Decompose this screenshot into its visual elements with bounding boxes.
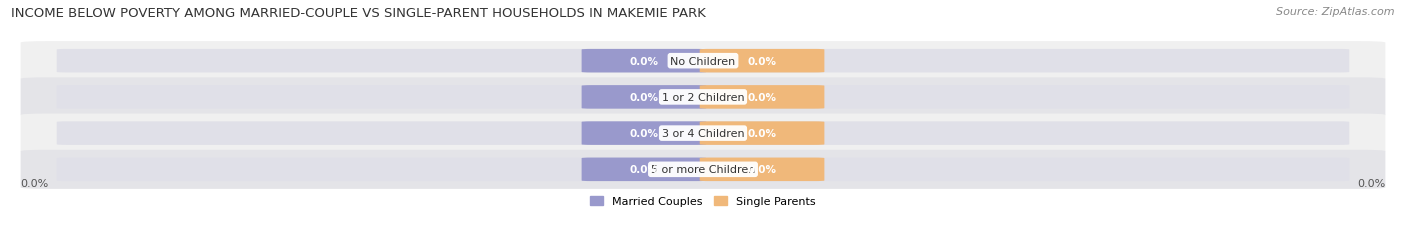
FancyBboxPatch shape: [700, 122, 1350, 145]
Text: 0.0%: 0.0%: [630, 128, 658, 139]
FancyBboxPatch shape: [56, 86, 706, 109]
FancyBboxPatch shape: [21, 150, 1385, 189]
Legend: Married Couples, Single Parents: Married Couples, Single Parents: [586, 191, 820, 210]
Text: 3 or 4 Children: 3 or 4 Children: [662, 128, 744, 139]
FancyBboxPatch shape: [700, 86, 824, 109]
Text: 0.0%: 0.0%: [21, 178, 49, 188]
FancyBboxPatch shape: [21, 114, 1385, 153]
Text: 0.0%: 0.0%: [748, 56, 776, 66]
FancyBboxPatch shape: [700, 158, 1350, 181]
FancyBboxPatch shape: [700, 86, 1350, 109]
Text: INCOME BELOW POVERTY AMONG MARRIED-COUPLE VS SINGLE-PARENT HOUSEHOLDS IN MAKEMIE: INCOME BELOW POVERTY AMONG MARRIED-COUPL…: [11, 7, 706, 20]
Text: 5 or more Children: 5 or more Children: [651, 165, 755, 175]
Text: 0.0%: 0.0%: [748, 92, 776, 103]
FancyBboxPatch shape: [21, 42, 1385, 81]
FancyBboxPatch shape: [582, 122, 706, 145]
Text: 0.0%: 0.0%: [630, 92, 658, 103]
FancyBboxPatch shape: [582, 158, 706, 181]
Text: 0.0%: 0.0%: [1357, 178, 1385, 188]
FancyBboxPatch shape: [56, 122, 706, 145]
FancyBboxPatch shape: [700, 122, 824, 145]
FancyBboxPatch shape: [582, 86, 706, 109]
Text: No Children: No Children: [671, 56, 735, 66]
FancyBboxPatch shape: [582, 50, 706, 73]
FancyBboxPatch shape: [56, 158, 706, 181]
Text: 0.0%: 0.0%: [748, 128, 776, 139]
Text: 0.0%: 0.0%: [748, 165, 776, 175]
FancyBboxPatch shape: [700, 50, 1350, 73]
FancyBboxPatch shape: [700, 50, 824, 73]
FancyBboxPatch shape: [21, 78, 1385, 117]
Text: Source: ZipAtlas.com: Source: ZipAtlas.com: [1277, 7, 1395, 17]
FancyBboxPatch shape: [700, 158, 824, 181]
Text: 0.0%: 0.0%: [630, 165, 658, 175]
Text: 1 or 2 Children: 1 or 2 Children: [662, 92, 744, 103]
FancyBboxPatch shape: [56, 50, 706, 73]
Text: 0.0%: 0.0%: [630, 56, 658, 66]
